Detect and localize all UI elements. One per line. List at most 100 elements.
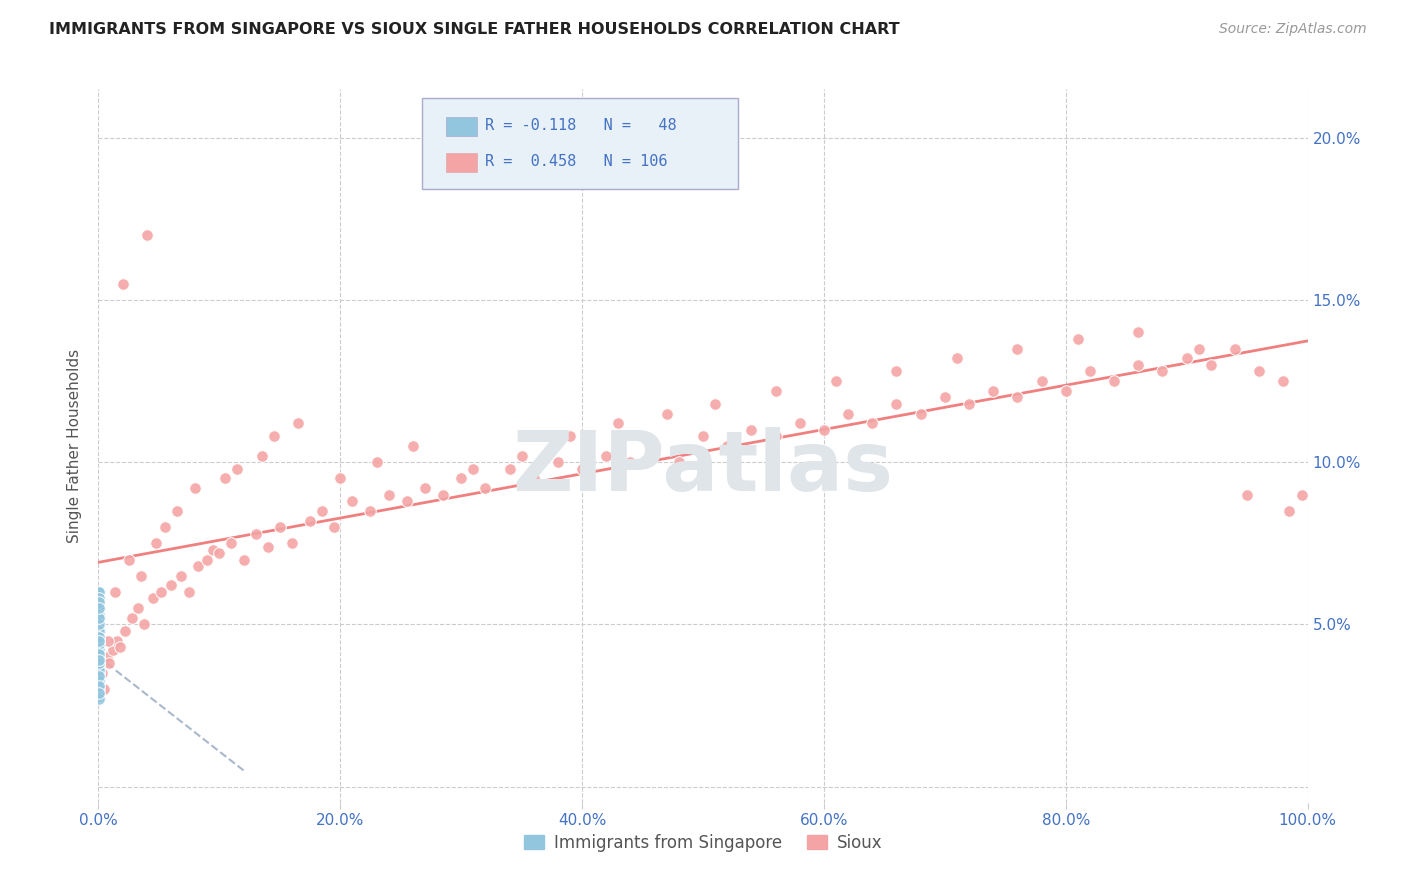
Point [269,520,291,534]
Point [87,617,110,632]
Point [765,384,787,398]
Point [105,633,128,648]
Point [837,407,859,421]
Point [87,666,110,681]
Point [1278,504,1301,518]
Point [202,542,225,557]
Point [87,624,110,638]
Point [208,546,231,560]
Point [87,659,110,673]
Point [221,536,243,550]
Point [87,617,110,632]
Point [87,611,110,625]
Point [89,595,111,609]
Point [946,351,969,366]
Text: R =  0.458   N = 106: R = 0.458 N = 106 [485,154,668,169]
Point [232,552,254,566]
Point [607,417,630,431]
Point [195,552,218,566]
Point [93,682,115,697]
Text: Source: ZipAtlas.com: Source: ZipAtlas.com [1219,22,1367,37]
Point [1249,364,1271,378]
Point [134,617,156,632]
Point [118,552,141,566]
Point [87,657,110,671]
Point [474,481,496,495]
Point [256,540,278,554]
Point [169,568,191,582]
Point [547,455,569,469]
Point [87,663,110,677]
Point [87,649,110,664]
Point [789,417,811,431]
Point [886,397,908,411]
Point [87,607,110,622]
Point [1102,374,1125,388]
Point [101,643,124,657]
Point [129,568,152,582]
Point [87,633,110,648]
Y-axis label: Single Father Households: Single Father Households [67,349,83,543]
Point [160,578,183,592]
Point [142,591,165,606]
Point [1199,358,1222,372]
Point [87,601,110,615]
Point [87,585,110,599]
Point [1067,332,1090,346]
Point [87,669,110,683]
Point [299,514,322,528]
Point [704,397,727,411]
Point [1078,364,1101,378]
Point [87,607,110,622]
Point [1007,342,1029,356]
Point [655,407,678,421]
Point [1236,488,1258,502]
Point [87,675,110,690]
Point [825,374,848,388]
Point [226,461,249,475]
Point [87,614,110,628]
Point [323,520,346,534]
Point [402,439,425,453]
Point [245,526,267,541]
Text: R = -0.118   N =   48: R = -0.118 N = 48 [485,119,676,133]
Point [311,504,333,518]
Point [87,673,110,687]
Point [153,520,176,534]
Point [214,471,236,485]
Point [87,585,110,599]
Point [668,455,690,469]
Point [87,633,110,648]
Point [135,228,157,243]
Point [187,559,209,574]
Point [1223,342,1246,356]
Point [87,657,110,671]
Point [104,585,127,599]
Point [1007,390,1029,404]
Point [366,455,388,469]
Text: IMMIGRANTS FROM SINGAPORE VS SIOUX SINGLE FATHER HOUSEHOLDS CORRELATION CHART: IMMIGRANTS FROM SINGAPORE VS SIOUX SINGL… [49,22,900,37]
Point [1272,374,1295,388]
Legend: Immigrants from Singapore, Sioux: Immigrants from Singapore, Sioux [517,828,889,859]
Point [957,397,980,411]
Point [166,504,188,518]
Point [87,643,110,657]
Point [87,611,110,625]
Point [981,384,1004,398]
Point [413,481,436,495]
Point [97,633,120,648]
Point [127,601,149,615]
Point [360,504,382,518]
Point [910,407,932,421]
Point [619,455,641,469]
Point [98,657,121,671]
Point [91,666,114,681]
Point [87,647,110,661]
Text: ZIPatlas: ZIPatlas [513,427,893,508]
Point [87,643,110,657]
Point [87,627,110,641]
Point [1291,488,1313,502]
Point [111,277,134,291]
Point [87,653,110,667]
Point [287,417,309,431]
